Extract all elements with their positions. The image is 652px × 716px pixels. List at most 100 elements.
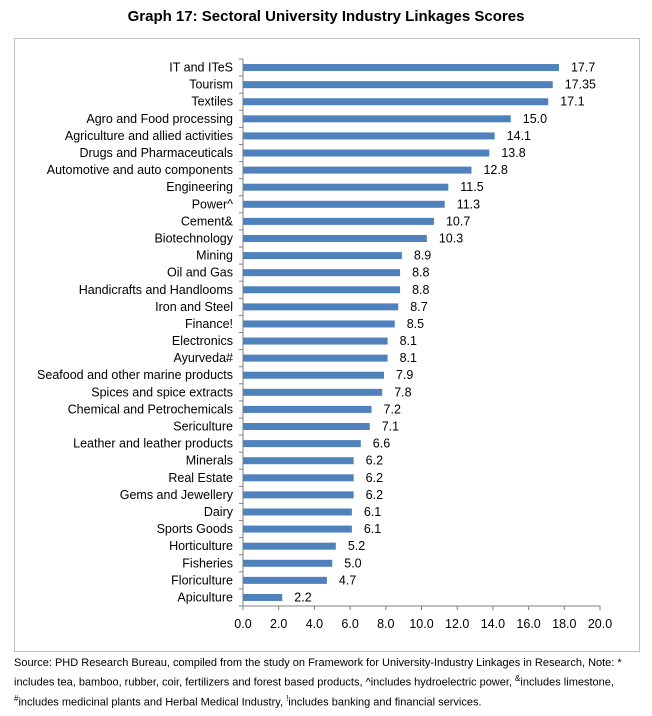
category-label: Engineering bbox=[166, 180, 233, 194]
value-label: 17.1 bbox=[560, 95, 584, 109]
value-label: 15.0 bbox=[523, 112, 547, 126]
value-label: 7.1 bbox=[382, 420, 399, 434]
value-label: 8.7 bbox=[410, 300, 427, 314]
bar bbox=[243, 183, 449, 191]
bar bbox=[243, 423, 370, 431]
bar bbox=[243, 217, 434, 225]
source-text-2: includes limestone, bbox=[520, 676, 614, 689]
category-label: Mining bbox=[196, 249, 233, 263]
bar bbox=[243, 286, 401, 294]
bar bbox=[243, 542, 336, 550]
bar bbox=[243, 132, 495, 140]
value-label: 5.0 bbox=[344, 556, 361, 570]
category-label: Leather and leather products bbox=[73, 437, 233, 451]
bar bbox=[243, 252, 402, 260]
bar bbox=[243, 388, 383, 396]
value-label: 13.8 bbox=[501, 146, 525, 160]
source-note: Source: PHD Research Bureau, compiled fr… bbox=[14, 655, 634, 710]
chart-frame bbox=[14, 38, 640, 652]
bar bbox=[243, 303, 399, 311]
bar bbox=[243, 593, 283, 601]
category-label: Apiculture bbox=[177, 590, 233, 604]
category-label: Iron and Steel bbox=[155, 300, 233, 314]
category-label: Electronics bbox=[172, 334, 233, 348]
category-label: Chemical and Petrochemicals bbox=[68, 402, 233, 416]
bar bbox=[243, 234, 427, 242]
value-label: 6.6 bbox=[373, 437, 390, 451]
value-label: 7.9 bbox=[396, 368, 413, 382]
category-label: Oil and Gas bbox=[167, 266, 233, 280]
value-label: 14.1 bbox=[507, 129, 531, 143]
category-label: Dairy bbox=[204, 505, 234, 519]
bar bbox=[243, 269, 401, 277]
value-label: 7.8 bbox=[394, 385, 411, 399]
value-label: 8.9 bbox=[414, 249, 431, 263]
value-label: 8.8 bbox=[412, 283, 429, 297]
x-tick-label: 16.0 bbox=[516, 617, 540, 631]
category-label: Tourism bbox=[189, 78, 233, 92]
x-tick-label: 6.0 bbox=[341, 617, 358, 631]
value-label: 8.1 bbox=[400, 351, 417, 365]
category-label: Agriculture and allied activities bbox=[65, 129, 233, 143]
bar bbox=[243, 64, 559, 72]
bar bbox=[243, 320, 395, 328]
category-label: Cement& bbox=[181, 214, 234, 228]
value-label: 10.3 bbox=[439, 231, 463, 245]
bar bbox=[243, 200, 445, 208]
value-label: 8.1 bbox=[400, 334, 417, 348]
bar bbox=[243, 81, 553, 89]
source-text-1: Source: PHD Research Bureau, compiled fr… bbox=[14, 657, 622, 689]
chart-title: Graph 17: Sectoral University Industry L… bbox=[127, 8, 525, 25]
value-label: 7.2 bbox=[384, 402, 401, 416]
bar bbox=[243, 98, 549, 106]
bar bbox=[243, 405, 372, 413]
category-label: Agro and Food processing bbox=[86, 112, 233, 126]
bar bbox=[243, 354, 388, 362]
x-tick-label: 4.0 bbox=[306, 617, 323, 631]
category-label: Automotive and auto components bbox=[47, 163, 233, 177]
source-sup-amp: & bbox=[515, 674, 521, 683]
x-tick-label: 20.0 bbox=[588, 617, 612, 631]
source-sup-excl: ! bbox=[286, 693, 289, 703]
bar bbox=[243, 115, 511, 123]
bar bbox=[243, 166, 472, 174]
bar bbox=[243, 440, 361, 448]
bar bbox=[243, 525, 352, 533]
value-label: 4.7 bbox=[339, 573, 356, 587]
x-tick-label: 0.0 bbox=[234, 617, 251, 631]
x-tick-label: 18.0 bbox=[552, 617, 576, 631]
value-label: 8.5 bbox=[407, 317, 424, 331]
category-label: Real Estate bbox=[168, 471, 233, 485]
category-label: IT and ITeS bbox=[169, 61, 233, 75]
category-label: Textiles bbox=[191, 95, 233, 109]
x-tick-label: 10.0 bbox=[409, 617, 433, 631]
x-tick-label: 12.0 bbox=[445, 617, 469, 631]
category-label: Floriculture bbox=[171, 573, 233, 587]
bar bbox=[243, 491, 354, 499]
value-label: 10.7 bbox=[446, 214, 470, 228]
category-label: Power^ bbox=[192, 197, 233, 211]
category-label: Gems and Jewellery bbox=[120, 488, 234, 502]
bar bbox=[243, 457, 354, 465]
value-label: 6.2 bbox=[366, 488, 383, 502]
bar bbox=[243, 559, 333, 567]
category-label: Handicrafts and Handlooms bbox=[79, 283, 233, 297]
bar bbox=[243, 576, 327, 584]
category-label: Horticulture bbox=[169, 539, 233, 553]
bar bbox=[243, 149, 490, 157]
category-label: Minerals bbox=[186, 454, 233, 468]
category-label: Biotechnology bbox=[154, 231, 233, 245]
category-label: Sericulture bbox=[173, 420, 233, 434]
category-label: Spices and spice extracts bbox=[91, 385, 233, 399]
value-label: 17.35 bbox=[565, 78, 596, 92]
source-sup-hash: # bbox=[14, 693, 19, 703]
value-label: 6.2 bbox=[366, 471, 383, 485]
value-label: 17.7 bbox=[571, 61, 595, 75]
bar bbox=[243, 337, 388, 345]
category-label: Seafood and other marine products bbox=[37, 368, 233, 382]
source-text-4: includes banking and financial services. bbox=[288, 696, 482, 709]
category-label: Sports Goods bbox=[157, 522, 233, 536]
source-text-3: includes medicinal plants and Herbal Med… bbox=[18, 696, 287, 709]
x-tick-label: 2.0 bbox=[270, 617, 287, 631]
